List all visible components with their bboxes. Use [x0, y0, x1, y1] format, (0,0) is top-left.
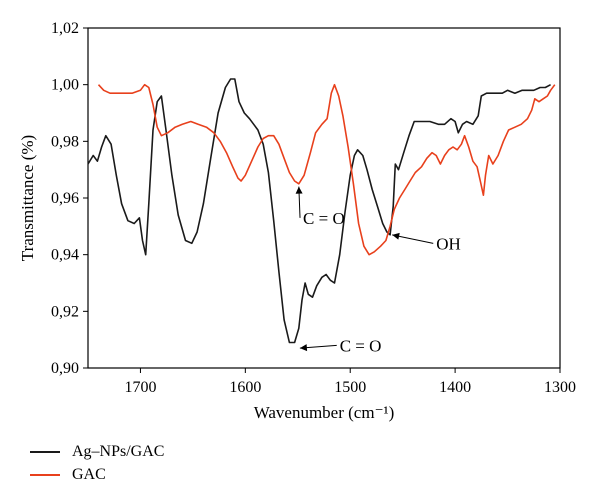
annotations: C = O OH C = O — [295, 186, 461, 355]
x-tick-label: 1600 — [229, 379, 261, 396]
legend-item: Ag–NPs/GAC — [30, 440, 164, 463]
series-line-0 — [87, 78, 551, 344]
legend-item: GAC — [30, 463, 164, 486]
plot-area — [87, 27, 561, 369]
legend-label: Ag–NPs/GAC — [72, 442, 165, 460]
legend-swatch-ag-nps-gac — [30, 450, 60, 453]
y-tick-label: 0,98 — [51, 133, 79, 150]
x-tick-label: 1700 — [124, 379, 156, 396]
annotation-arrowhead — [392, 232, 400, 240]
series-line-1 — [97, 83, 556, 256]
x-tick-label: 1300 — [544, 379, 576, 396]
y-axis: 0,90 0,92 0,94 0,96 0,98 1,00 1,02 — [51, 20, 88, 377]
y-tick-label: 1,02 — [51, 20, 79, 37]
x-axis: 1700 1600 1500 1400 1300 — [124, 368, 576, 396]
annotation-label: C = O — [340, 336, 382, 355]
plot-frame — [87, 27, 561, 369]
legend-swatch-gac — [30, 473, 60, 476]
x-tick-label: 1500 — [334, 379, 366, 396]
legend-label: GAC — [72, 465, 106, 483]
y-tick-label: 0,96 — [51, 190, 79, 207]
x-axis-title: Wavenumber (cm⁻¹) — [254, 403, 395, 422]
y-tick-label: 0,94 — [51, 247, 79, 264]
annotation-label: C = O — [303, 209, 345, 228]
x-tick-label: 1400 — [439, 379, 471, 396]
y-tick-label: 0,90 — [51, 360, 79, 377]
annotation-arrowhead — [299, 344, 308, 352]
y-tick-label: 1,00 — [51, 77, 79, 94]
annotation-label: OH — [436, 234, 461, 253]
annotation-arrowhead — [295, 186, 303, 194]
y-axis-title: Transmittance (%) — [18, 135, 37, 261]
legend: Ag–NPs/GAC GAC — [30, 440, 164, 486]
y-tick-label: 0,92 — [51, 303, 79, 320]
